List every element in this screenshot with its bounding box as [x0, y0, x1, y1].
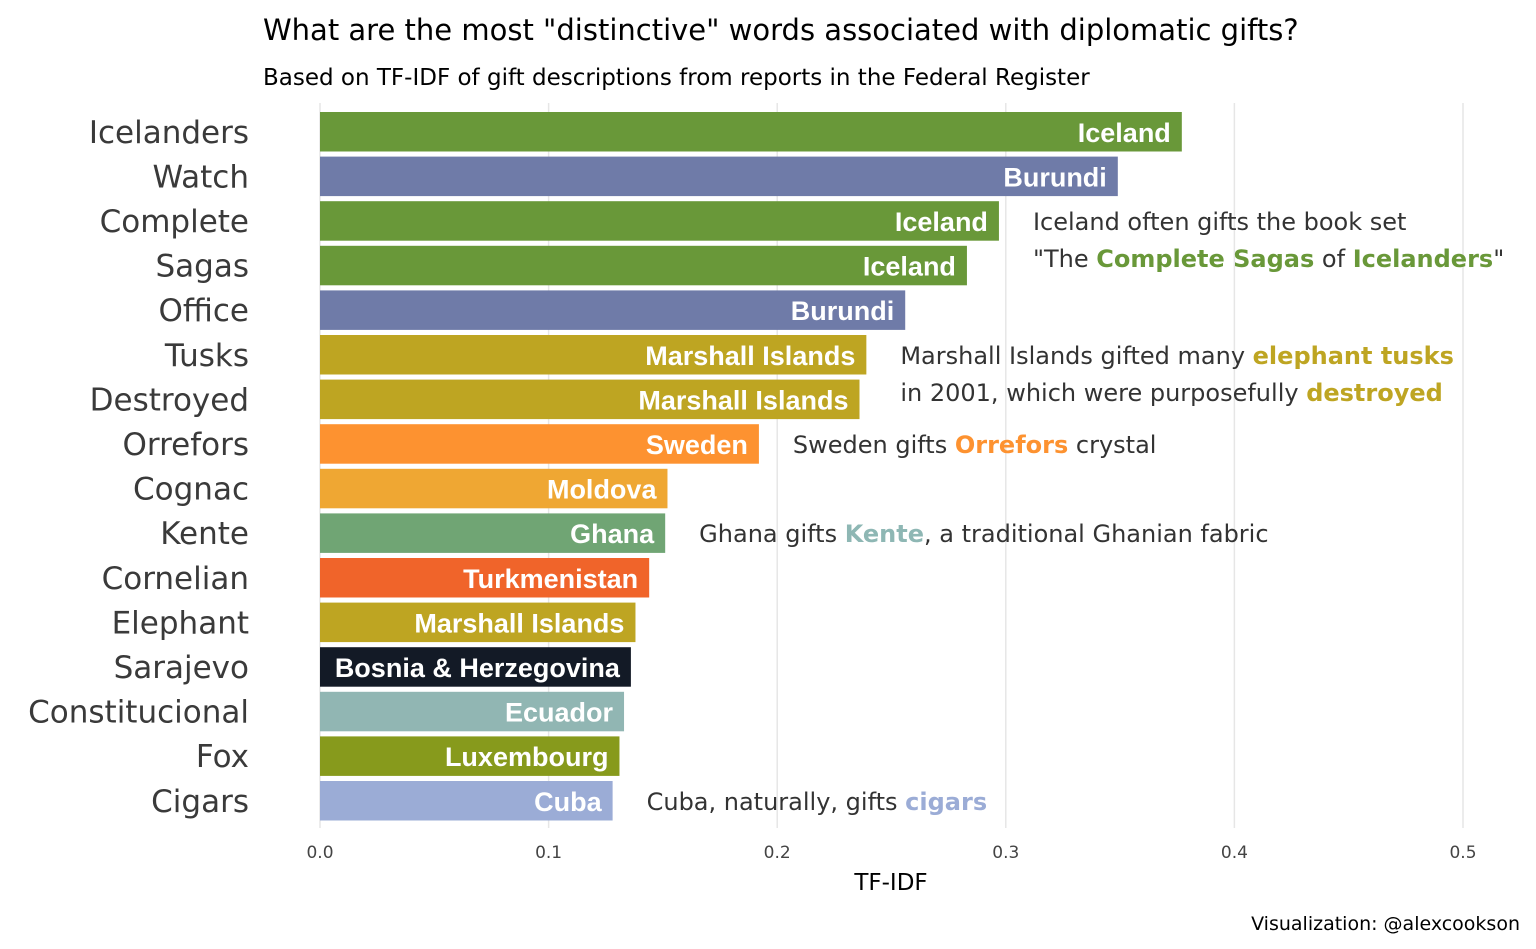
category-label: Complete — [100, 204, 249, 240]
category-label: Watch — [152, 159, 249, 195]
category-label: Destroyed — [90, 382, 249, 418]
category-label: Constitucional — [28, 695, 249, 731]
bar-destroyed — [320, 379, 860, 420]
bar-complete — [320, 201, 999, 241]
bar-cigars — [320, 781, 613, 821]
x-tick-label: 0.0 — [306, 843, 333, 863]
bar-data-label: Burundi — [1003, 162, 1106, 192]
bar-kente — [320, 513, 666, 553]
chart-title: What are the most "distinctive" words as… — [263, 13, 1299, 47]
bar-cognac — [320, 468, 668, 509]
category-label: Kente — [160, 516, 249, 552]
x-tick-label: 0.3 — [992, 843, 1019, 863]
category-label: Orrefors — [122, 427, 249, 463]
category-label: Cognac — [133, 472, 249, 508]
x-tick-label: 0.5 — [1449, 843, 1476, 863]
bar-fox — [320, 736, 620, 776]
bar-data-label: Ecuador — [505, 698, 614, 728]
bar-orrefors — [320, 424, 759, 464]
category-label: Cigars — [151, 784, 249, 820]
bar-data-label: Cuba — [534, 787, 602, 817]
bar-office — [320, 290, 906, 330]
bar-data-label: Marshall Islands — [645, 341, 855, 371]
bar-data-label: Turkmenistan — [463, 564, 638, 594]
annotation-1-line-1: in 2001, which were purposefully destroy… — [900, 379, 1442, 407]
bar-data-label: Ghana — [570, 519, 655, 549]
bar-watch — [320, 156, 1118, 197]
caption: Visualization: @alexcookson — [1251, 913, 1520, 935]
annotations: Iceland often gifts the book set "The Com… — [647, 208, 1505, 816]
bar-data-label: Iceland — [863, 252, 956, 282]
bars: Iceland Burundi Iceland Iceland Burundi Marsh… — [320, 112, 1182, 821]
bar-data-label: Burundi — [791, 296, 894, 326]
category-label: Icelanders — [89, 115, 249, 151]
category-label: Elephant — [112, 605, 249, 641]
bar-data-label: Luxembourg — [445, 742, 609, 772]
x-axis-ticks: 0.0 0.1 0.2 0.3 0.4 0.5 — [306, 843, 1476, 863]
bar-sarajevo — [320, 647, 631, 687]
bar-elephant — [320, 602, 636, 643]
bar-data-label: Sweden — [646, 430, 748, 460]
bar-sagas — [320, 245, 967, 286]
bar-data-label: Iceland — [895, 207, 988, 237]
category-labels: Icelanders Watch Complete Sagas Office Tusks D… — [28, 115, 249, 820]
x-axis-title: TF-IDF — [853, 870, 927, 896]
category-label: Sarajevo — [114, 650, 249, 686]
annotation-0-line-1: "The Complete Sagas of Icelanders" — [1033, 245, 1504, 273]
bar-tusks — [320, 335, 867, 375]
annotation-4-line-0: Cuba, naturally, gifts cigars — [647, 788, 988, 816]
category-label: Fox — [196, 739, 249, 775]
x-tick-label: 0.1 — [535, 843, 562, 863]
chart-subtitle: Based on TF-IDF of gift descriptions fro… — [263, 65, 1090, 91]
annotation-2-line-0: Sweden gifts Orrefors crystal — [793, 431, 1157, 459]
category-label: Office — [159, 293, 250, 329]
category-label: Tusks — [164, 338, 249, 374]
bar-icelanders — [320, 112, 1182, 152]
annotation-0-line-0: Iceland often gifts the book set — [1033, 208, 1407, 236]
bar-constitucional — [320, 691, 625, 732]
annotation-1-line-0: Marshall Islands gifted many elephant tu… — [900, 342, 1454, 370]
bar-data-label: Moldova — [547, 475, 657, 505]
bar-data-label: Marshall Islands — [638, 385, 848, 415]
bar-cornelian — [320, 558, 650, 598]
annotation-3-line-0: Ghana gifts Kente, a traditional Ghanian… — [699, 520, 1268, 548]
bar-data-label: Bosnia & Herzegovina — [335, 653, 621, 683]
category-label: Sagas — [156, 249, 250, 285]
x-tick-label: 0.4 — [1221, 843, 1248, 863]
x-tick-label: 0.2 — [764, 843, 791, 863]
bar-data-label: Marshall Islands — [414, 608, 624, 638]
bar-data-label: Iceland — [1078, 118, 1171, 148]
category-label: Cornelian — [102, 561, 249, 597]
